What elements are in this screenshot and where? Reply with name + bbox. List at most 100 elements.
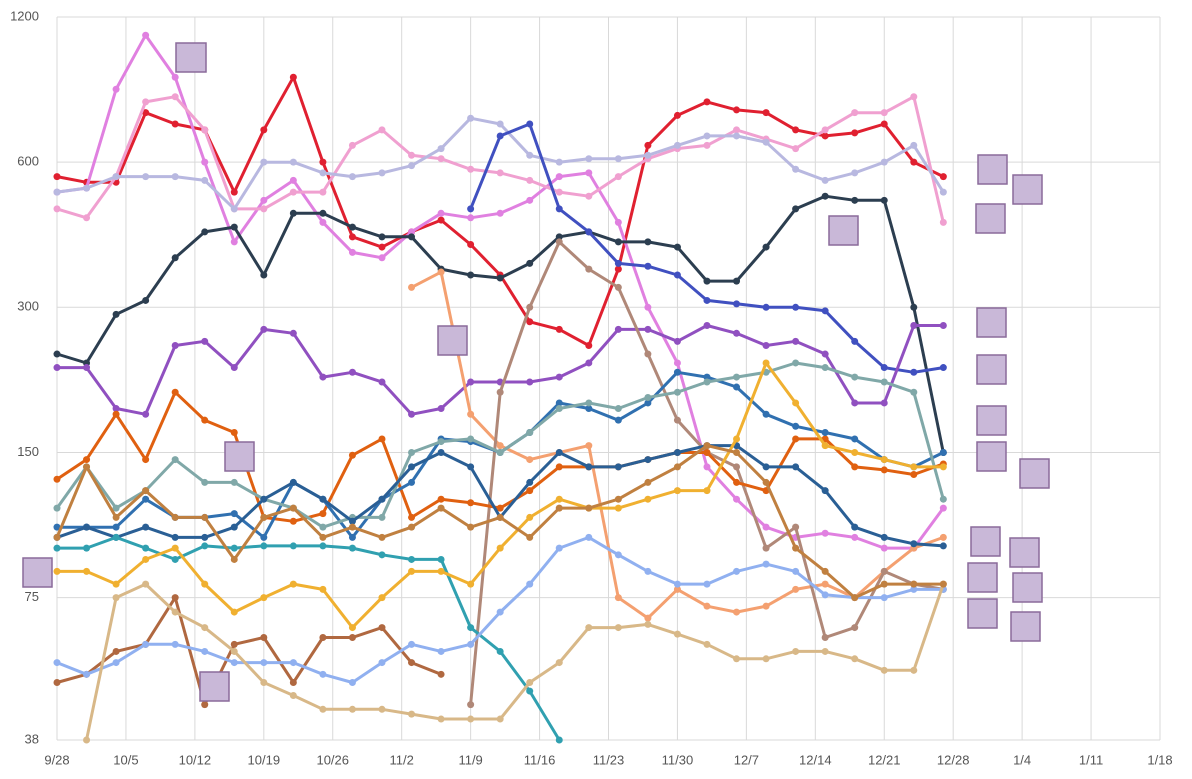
data-point — [437, 145, 445, 153]
data-point — [880, 378, 888, 386]
data-point — [703, 602, 711, 610]
data-point — [762, 560, 770, 568]
data-point — [614, 495, 622, 503]
data-point — [821, 633, 829, 641]
data-point — [112, 504, 120, 512]
data-point — [644, 325, 652, 333]
data-point — [348, 451, 356, 459]
data-point — [260, 205, 268, 213]
data-point — [201, 542, 209, 550]
avatar-icon — [175, 42, 207, 73]
data-point — [201, 701, 209, 709]
data-point — [644, 399, 652, 407]
data-point — [614, 155, 622, 163]
data-point — [408, 151, 416, 159]
data-point — [792, 585, 800, 593]
avatar-icon — [976, 307, 1007, 338]
data-point — [83, 567, 91, 575]
data-point — [496, 513, 504, 521]
data-point — [437, 155, 445, 163]
data-point — [910, 540, 918, 548]
data-point — [83, 523, 91, 531]
data-point — [880, 120, 888, 128]
data-point — [378, 533, 386, 541]
data-point — [792, 523, 800, 531]
data-point — [319, 670, 327, 678]
data-point — [792, 303, 800, 311]
data-point — [230, 429, 238, 437]
x-tick-label: 1/4 — [1013, 752, 1031, 767]
data-point — [733, 495, 741, 503]
data-point — [142, 109, 150, 117]
data-point — [614, 238, 622, 246]
data-point — [437, 216, 445, 224]
data-point — [910, 141, 918, 149]
data-point — [408, 448, 416, 456]
data-point — [733, 655, 741, 663]
data-point — [762, 138, 770, 146]
data-point — [201, 126, 209, 134]
data-point — [851, 533, 859, 541]
data-point — [171, 544, 179, 552]
data-point — [260, 594, 268, 602]
data-point — [112, 173, 120, 181]
data-point — [348, 223, 356, 231]
data-point — [851, 373, 859, 381]
data-point — [408, 233, 416, 241]
data-point — [83, 544, 91, 552]
data-point — [644, 141, 652, 149]
data-point — [673, 359, 681, 367]
data-point — [437, 670, 445, 678]
data-point — [142, 555, 150, 563]
data-point — [526, 259, 534, 267]
data-point — [319, 209, 327, 217]
data-point — [319, 633, 327, 641]
data-point — [260, 158, 268, 166]
data-point — [526, 378, 534, 386]
data-point — [526, 120, 534, 128]
data-point — [348, 533, 356, 541]
data-point — [201, 624, 209, 632]
y-tick-label: 1200 — [10, 8, 39, 23]
data-point — [644, 456, 652, 464]
data-point — [467, 580, 475, 588]
data-point — [467, 523, 475, 531]
data-point — [939, 173, 947, 181]
data-point — [526, 303, 534, 311]
data-point — [644, 238, 652, 246]
x-tick-label: 11/2 — [390, 752, 414, 767]
data-point — [703, 442, 711, 450]
data-point — [939, 448, 947, 456]
data-point — [673, 463, 681, 471]
data-point — [673, 448, 681, 456]
data-point — [939, 218, 947, 226]
data-point — [289, 176, 297, 184]
data-point — [821, 567, 829, 575]
avatar-icon — [1019, 458, 1050, 489]
data-point — [614, 551, 622, 559]
data-point — [673, 487, 681, 495]
data-point — [939, 533, 947, 541]
y-tick-label: 38 — [25, 731, 39, 746]
data-point — [437, 438, 445, 446]
data-point — [142, 296, 150, 304]
data-point — [408, 162, 416, 170]
data-point — [289, 659, 297, 667]
data-point — [851, 169, 859, 177]
data-point — [792, 435, 800, 443]
data-point — [408, 555, 416, 563]
data-point — [408, 410, 416, 418]
data-point — [762, 359, 770, 367]
data-point — [880, 594, 888, 602]
data-point — [437, 647, 445, 655]
data-point — [762, 303, 770, 311]
data-point — [319, 533, 327, 541]
data-point — [408, 283, 416, 291]
data-point — [762, 478, 770, 486]
data-point — [555, 205, 563, 213]
data-point — [348, 368, 356, 376]
data-point — [171, 173, 179, 181]
avatar-icon — [967, 598, 998, 629]
y-tick-label: 600 — [17, 154, 39, 169]
data-point — [171, 513, 179, 521]
